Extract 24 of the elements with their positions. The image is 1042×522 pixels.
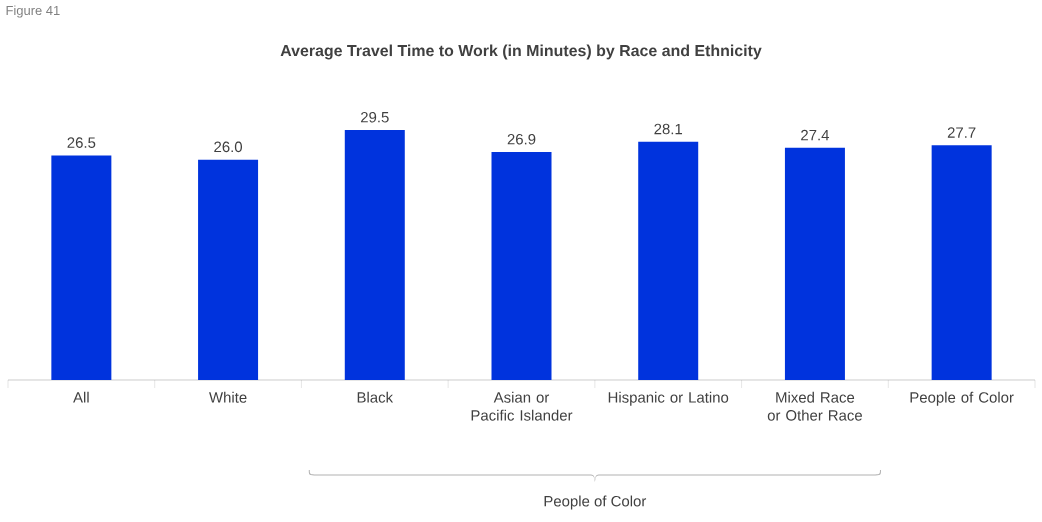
caption: Figure 41 — [6, 5, 60, 18]
data-label: 28.1 — [654, 123, 683, 135]
bar — [51, 155, 112, 380]
x-tick-label: All — [73, 391, 89, 403]
data-label: 27.7 — [947, 127, 976, 138]
bar — [931, 145, 992, 380]
x-tick-label: Black — [357, 391, 394, 403]
bar — [198, 159, 259, 380]
data-label: 26.0 — [214, 141, 243, 153]
text: People of Color — [544, 495, 647, 510]
x-tick-label: Hispanic or Latino — [608, 391, 729, 406]
x-tick-label: Asian or Pacific Islander — [471, 391, 573, 421]
data-label: 27.4 — [801, 129, 830, 141]
data-label: 26.9 — [507, 133, 536, 145]
bar — [344, 130, 405, 380]
data-label: 26.5 — [67, 137, 96, 148]
x-tick-label: White — [209, 391, 247, 403]
x-tick-label: Mixed Race or Other Race — [767, 391, 862, 421]
chart-title: Average Travel Time to Work (in Minutes) by Race and Ethnicity — [280, 44, 762, 60]
bar — [491, 152, 552, 380]
bar — [784, 147, 845, 380]
bar — [638, 141, 699, 380]
data-label: 29.5 — [360, 111, 389, 123]
x-tick-label: People of Color — [910, 391, 1014, 406]
